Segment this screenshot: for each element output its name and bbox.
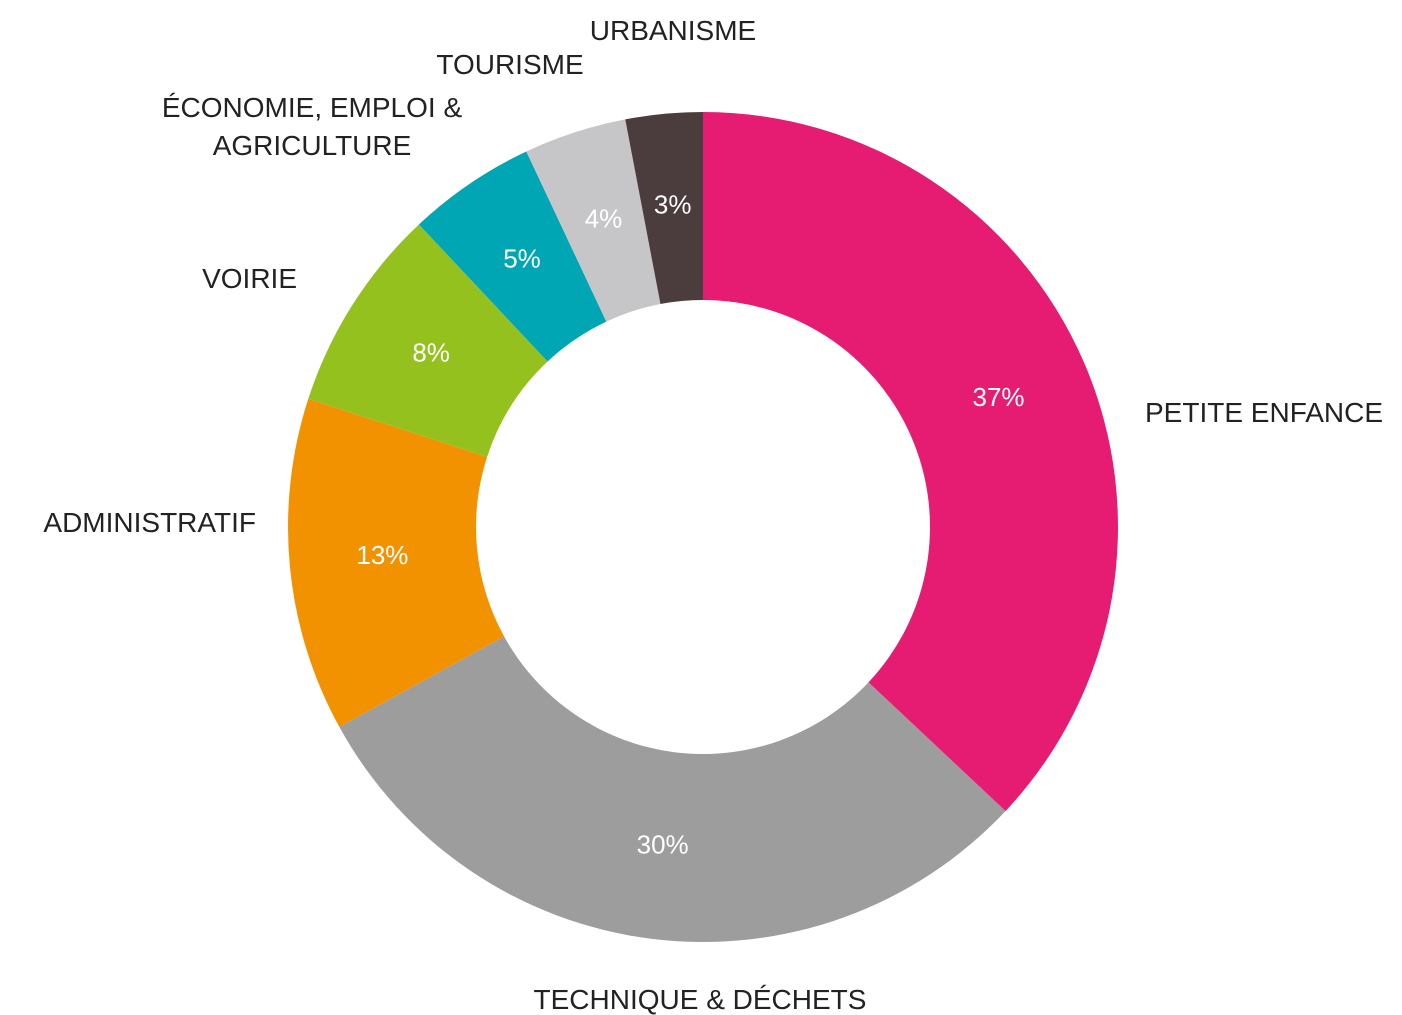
category-label: VOIRIE <box>202 263 297 294</box>
category-label: TECHNIQUE & DÉCHETS <box>533 984 867 1015</box>
category-label: ÉCONOMIE, EMPLOI & AGRICULTURE <box>161 92 463 161</box>
category-label: ADMINISTRATIF <box>43 507 256 538</box>
slice <box>339 636 1006 942</box>
slice <box>526 119 661 322</box>
value-label: 37% <box>972 382 1024 412</box>
value-label: 30% <box>637 829 689 859</box>
value-label: 3% <box>654 189 692 219</box>
category-label: PETITE ENFANCE <box>1145 397 1384 428</box>
value-label: 4% <box>585 204 623 234</box>
value-label: 8% <box>412 337 450 367</box>
value-label: 13% <box>356 540 408 570</box>
slice <box>703 112 1118 812</box>
slice <box>418 151 607 362</box>
slice <box>308 224 548 457</box>
category-label: TOURISME <box>436 49 584 80</box>
slice <box>288 398 505 727</box>
value-label: 5% <box>503 244 541 274</box>
slice <box>625 112 703 305</box>
category-label: URBANISME <box>589 15 757 46</box>
